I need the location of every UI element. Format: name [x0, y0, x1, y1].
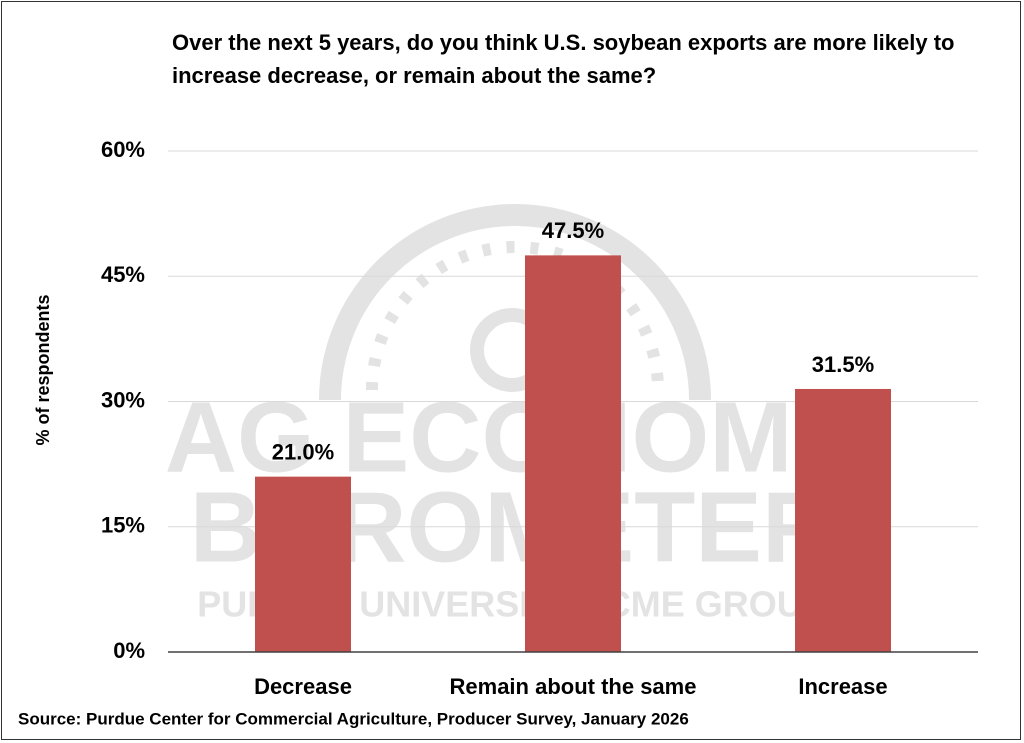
- bar: [255, 476, 351, 652]
- y-axis-label: % of respondents: [33, 294, 53, 445]
- bar: [795, 388, 891, 652]
- y-tick-label: 45%: [101, 262, 145, 287]
- data-label: 21.0%: [272, 439, 334, 464]
- y-tick-label: 15%: [101, 513, 145, 538]
- x-tick-label: Remain about the same: [450, 674, 697, 699]
- bar: [525, 255, 621, 652]
- watermark-emblem: [319, 204, 711, 401]
- source: Source: Purdue Center for Commercial Agr…: [18, 709, 689, 728]
- x-tick-label: Increase: [798, 674, 887, 699]
- y-tick-label: 60%: [101, 137, 145, 162]
- watermark-text: AG ECONOMY: [165, 381, 859, 493]
- y-tick-label: 30%: [101, 387, 145, 412]
- data-label: 31.5%: [812, 352, 874, 377]
- data-label: 47.5%: [542, 218, 604, 243]
- y-tick-label: 0%: [113, 638, 145, 663]
- chart-title: Over the next 5 years, do you think U.S.…: [172, 30, 955, 88]
- x-tick-label: Decrease: [254, 674, 352, 699]
